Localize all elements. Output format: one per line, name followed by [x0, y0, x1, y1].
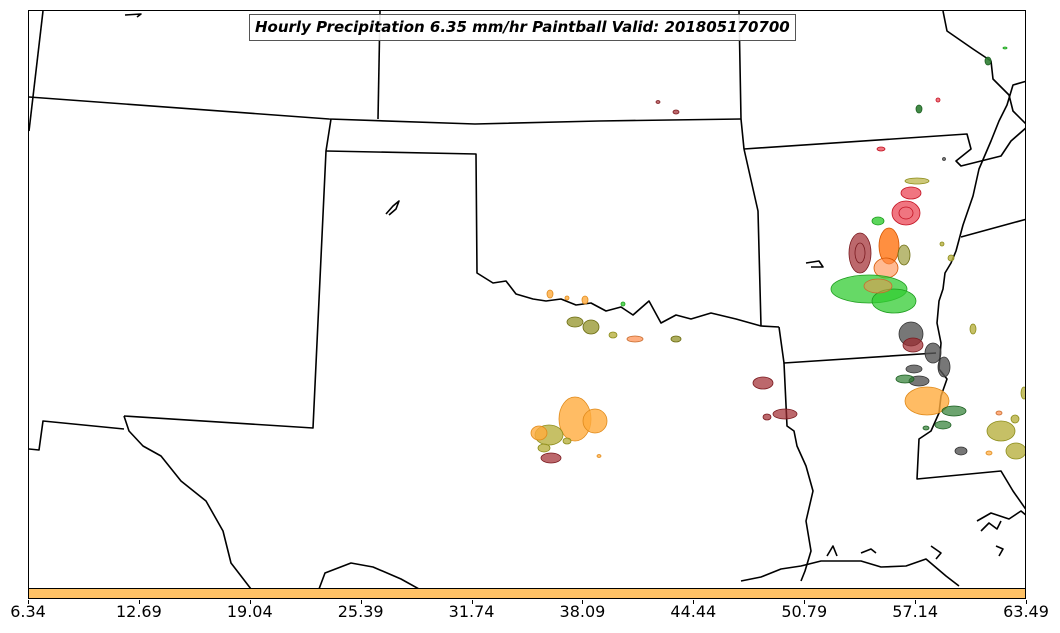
precip-blob [863, 278, 893, 294]
coastline [318, 562, 419, 588]
precip-blob [582, 408, 608, 434]
colorbar-tick-label: 44.44 [670, 602, 717, 621]
state-boundaries [29, 11, 1025, 588]
boundary-ks-mo [743, 127, 1025, 167]
colorbar-tick-label: 12.69 [115, 602, 162, 621]
precip-blob [897, 244, 911, 266]
boundary-ok-north [325, 150, 780, 328]
precip-blob [902, 337, 924, 353]
colorbar-tick-label: 6.34 [10, 602, 46, 621]
precip-blob [898, 206, 914, 220]
precip-blob [1005, 442, 1025, 460]
precip-blob [939, 241, 945, 247]
precip-blob [655, 100, 661, 104]
precip-blob [752, 376, 774, 390]
colorbar-tick-label: 63.49 [1003, 602, 1049, 621]
precip-blob [942, 157, 946, 161]
precip-blobs [530, 46, 1025, 464]
precip-blob [904, 386, 950, 416]
precip-blob [546, 289, 554, 299]
colorbar-tick [139, 600, 140, 604]
colorbar-tick [28, 600, 29, 604]
precip-blob [772, 408, 798, 420]
colorbar-tick [472, 600, 473, 604]
precip-blob [1020, 386, 1025, 400]
precip-blob [854, 242, 866, 264]
boundary-tx-west [123, 415, 252, 588]
boundary-az-nm [123, 118, 332, 429]
precip-blob [984, 56, 992, 66]
colorbar-tick-label: 50.79 [781, 602, 828, 621]
precip-blob [581, 295, 589, 305]
precip-blob [904, 177, 930, 185]
colorbar-tick-label: 25.39 [337, 602, 384, 621]
precipitation-map [29, 11, 1025, 588]
precip-blob [530, 425, 548, 441]
precip-blob [895, 374, 915, 384]
colorbar-tick-label: 31.74 [448, 602, 495, 621]
precip-blob [876, 146, 886, 152]
precip-blob [562, 437, 572, 445]
precip-blob [762, 413, 772, 421]
precip-blob [934, 420, 952, 430]
boundary-nm-co [29, 96, 742, 125]
precip-blob [1010, 414, 1020, 424]
colorbar-tick [361, 600, 362, 604]
colorbar-tick [1026, 600, 1027, 604]
precip-blob [891, 200, 921, 226]
colorbar-tick [804, 600, 805, 604]
precip-blob [582, 319, 600, 335]
boundary-tx-east [783, 362, 814, 582]
precip-blob [937, 356, 951, 378]
precip-blob [566, 316, 584, 328]
precip-blob [985, 450, 993, 456]
precip-blob [672, 109, 680, 115]
colorbar-tick [693, 600, 694, 604]
colorbar-tick [250, 600, 251, 604]
precip-blob [848, 232, 872, 274]
precip-blob [540, 452, 562, 464]
precip-blob [871, 288, 917, 314]
precip-blob [935, 97, 941, 103]
colorbar-tick [582, 600, 583, 604]
precip-blob [608, 331, 618, 339]
colorbar-tick [915, 600, 916, 604]
precip-blob [564, 295, 570, 301]
boundary-mississippi-river [916, 80, 1025, 510]
precip-blob [620, 301, 626, 307]
precip-blob [871, 216, 885, 226]
precip-blob [626, 335, 644, 343]
precip-blob [969, 323, 977, 335]
precip-blob [1002, 46, 1008, 50]
precip-blob [537, 443, 551, 453]
precip-blob [954, 446, 968, 456]
map-frame [28, 10, 1026, 589]
precip-blob [924, 342, 942, 364]
precip-blob [941, 405, 967, 417]
precip-blob [900, 186, 922, 200]
precip-blob [915, 104, 923, 114]
precip-blob [922, 425, 930, 431]
colorbar-tick-label: 38.09 [559, 602, 606, 621]
colorbar-tick-label: 19.04 [226, 602, 273, 621]
map-title: Hourly Precipitation 6.35 mm/hr Paintbal… [249, 14, 796, 41]
colorbar [28, 588, 1026, 599]
precip-blob [905, 364, 923, 374]
precip-blob [986, 420, 1016, 442]
precip-blob [596, 454, 602, 458]
precip-blob [995, 410, 1003, 416]
boundary-ok-ar [743, 148, 762, 327]
precip-blob [670, 335, 682, 343]
precip-blob [947, 254, 955, 262]
colorbar-tick-label: 57.14 [892, 602, 939, 621]
